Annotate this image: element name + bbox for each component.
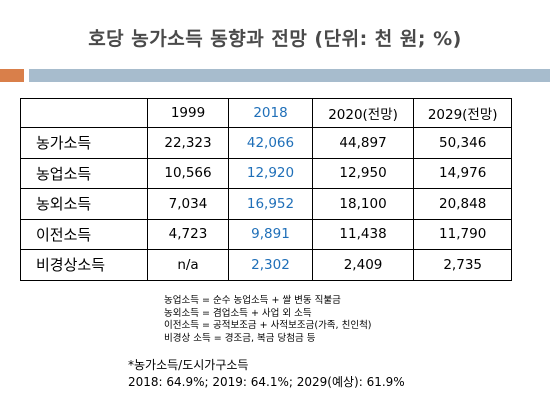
table-row: 농외소득 7,034 16,952 18,100 20,848 [20,188,512,220]
header-1999: 1999 [146,98,230,128]
row-label: 농가소득 [20,127,148,159]
header-2020: 2020(전망) [311,98,415,128]
cell-2020: 2,409 [311,249,415,281]
slide-title: 호당 농가소득 동향과 전망 (단위: 천 원; %) [88,28,462,50]
footnote-title: *농가소득/도시가구소득 [128,358,249,372]
row-label: 비경상소득 [20,249,148,281]
cell-2018: 16,952 [228,188,313,220]
farm-income-table: 1999 2018 2020(전망) 2029(전망) 농가소득 22,323 … [20,98,512,281]
note-line: 농외소득 = 겸업소득 + 사업 외 소득 [164,307,312,319]
cell-2018: 12,920 [228,157,313,189]
table-row: 농업소득 10,566 12,920 12,950 14,976 [20,157,512,189]
definition-notes: 농업소득 = 순수 농업소득 + 쌀 변동 직불금 농외소득 = 겸업소득 + … [164,295,372,345]
accent-bar-orange [0,69,24,82]
cell-2020: 11,438 [311,218,415,250]
cell-1999: 4,723 [146,218,230,250]
header-empty [20,98,148,128]
cell-2018: 42,066 [228,127,313,159]
row-label: 농업소득 [20,157,148,189]
cell-2020: 18,100 [311,188,415,220]
footnote-values: 2018: 64.9%; 2019: 64.1%; 2029(예상): 61.9… [128,375,405,389]
cell-2029: 50,346 [413,127,512,159]
cell-2018: 2,302 [228,249,313,281]
cell-1999: 22,323 [146,127,230,159]
cell-1999: n/a [146,249,230,281]
cell-2020: 12,950 [311,157,415,189]
cell-1999: 7,034 [146,188,230,220]
header-2018: 2018 [228,98,313,128]
cell-2020: 44,897 [311,127,415,159]
row-label: 이전소득 [20,218,148,250]
cell-1999: 10,566 [146,157,230,189]
cell-2029: 2,735 [413,249,512,281]
table-row: 이전소득 4,723 9,891 11,438 11,790 [20,218,512,250]
header-2029: 2029(전망) [413,98,512,128]
note-line: 농업소득 = 순수 농업소득 + 쌀 변동 직불금 [164,295,341,306]
note-line: 비경상 소득 = 경조금, 복금 당첨금 등 [164,332,316,344]
row-label: 농외소득 [20,188,148,220]
cell-2029: 11,790 [413,218,512,250]
accent-bar-blue [29,69,550,82]
table-header-row: 1999 2018 2020(전망) 2029(전망) [20,98,512,128]
footnote: *농가소득/도시가구소득 2018: 64.9%; 2019: 64.1%; 2… [128,357,405,391]
table-row: 비경상소득 n/a 2,302 2,409 2,735 [20,249,512,281]
note-line: 이전소득 = 공적보조금 + 사적보조금(가족, 친인척) [164,320,372,331]
cell-2029: 14,976 [413,157,512,189]
cell-2029: 20,848 [413,188,512,220]
table-row: 농가소득 22,323 42,066 44,897 50,346 [20,127,512,159]
cell-2018: 9,891 [228,218,313,250]
